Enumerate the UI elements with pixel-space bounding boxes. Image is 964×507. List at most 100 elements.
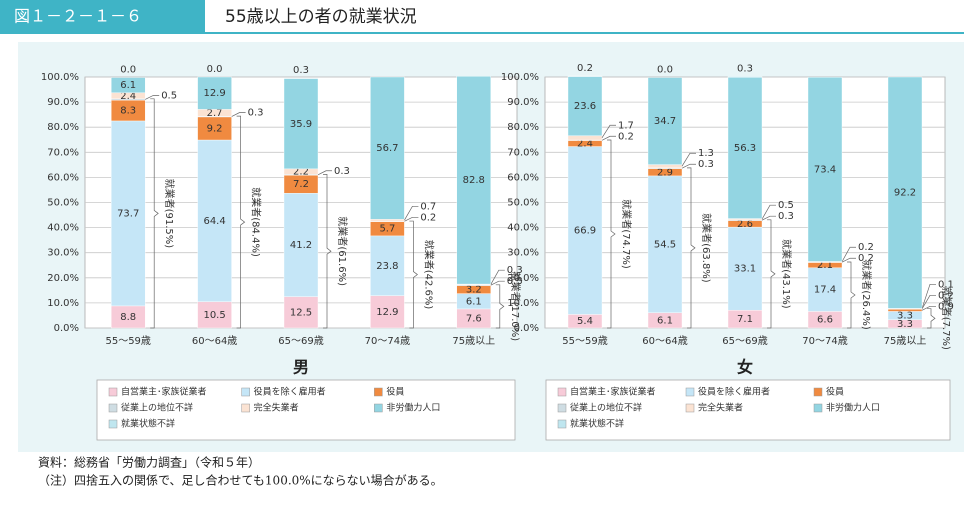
bracket-label: 就業者(42.6%) xyxy=(422,240,435,310)
bracket xyxy=(847,261,856,329)
value-label: 0.2 xyxy=(858,253,874,264)
value-label: 6.1 xyxy=(120,80,136,91)
y-tick-label: 10.0% xyxy=(47,298,79,309)
y-tick-label: 40.0% xyxy=(507,223,539,234)
y-tick-label: 0.0% xyxy=(514,323,539,334)
legend-label: 従業上の地位不詳 xyxy=(570,402,642,414)
value-label: 0.5 xyxy=(161,90,177,101)
legend-label: 役員を除く雇用者 xyxy=(698,386,770,398)
bar-segment xyxy=(567,146,603,315)
y-tick-label: 70.0% xyxy=(507,147,539,158)
legend-swatch xyxy=(108,403,118,413)
value-label: 8.8 xyxy=(120,312,136,323)
value-label: 0.3 xyxy=(507,265,523,276)
bracket-label: 就業者(91.5%) xyxy=(163,179,176,249)
chart-title: 女 xyxy=(737,358,753,377)
value-label: 0.2 xyxy=(618,131,634,142)
bracket-label: 就業者(84.4%) xyxy=(250,187,263,257)
y-tick-label: 20.0% xyxy=(47,273,79,284)
y-tick-label: 70.0% xyxy=(47,147,79,158)
bar-segment xyxy=(283,78,319,170)
legend-label: 役員 xyxy=(826,386,844,398)
x-tick-label: 55～59歳 xyxy=(562,335,607,347)
legend-box xyxy=(545,379,951,441)
value-label: 0.3 xyxy=(293,65,309,76)
value-label: 0.2 xyxy=(858,242,874,253)
y-tick-label: 0.0% xyxy=(54,323,79,334)
legend-swatch xyxy=(108,387,118,397)
value-label: 2.6 xyxy=(737,219,753,230)
legend-swatch xyxy=(685,387,695,397)
x-tick-label: 65～69歳 xyxy=(722,335,767,347)
value-label: 12.9 xyxy=(203,88,225,99)
y-tick-label: 30.0% xyxy=(507,248,539,259)
bar-segment xyxy=(647,175,683,313)
bar-segment xyxy=(567,76,603,136)
bar-segment xyxy=(807,267,843,312)
bar-segment xyxy=(887,308,923,312)
leader-line xyxy=(681,163,696,169)
legend-label: 役員を除く雇用者 xyxy=(254,386,326,398)
bar-segment xyxy=(370,235,405,296)
y-tick-label: 60.0% xyxy=(47,172,79,183)
leader-line xyxy=(841,246,856,262)
bar-segment xyxy=(197,139,232,302)
legend-box xyxy=(96,379,516,441)
bracket-label: 就業者(7.7%) xyxy=(940,287,953,350)
value-label: 0.3 xyxy=(248,108,264,119)
value-label: 82.8 xyxy=(463,175,485,186)
value-label: 6.1 xyxy=(657,315,673,326)
value-label: 9.2 xyxy=(207,123,223,134)
legend-swatch xyxy=(374,403,383,413)
x-tick-label: 60～64歳 xyxy=(642,335,687,347)
legend-label: 就業状態不詳 xyxy=(121,418,175,430)
value-label: 7.6 xyxy=(466,313,482,324)
bar-segment xyxy=(647,164,683,169)
legend-label: 完全失業者 xyxy=(698,402,743,414)
legend-label: 自営業主･家族従業者 xyxy=(121,386,207,398)
bar-segment xyxy=(283,193,319,297)
value-label: 2.9 xyxy=(657,167,673,178)
legend-swatch xyxy=(813,403,823,413)
legend-label: 非労働力人口 xyxy=(826,402,880,414)
value-label: 1.3 xyxy=(698,148,714,159)
bracket xyxy=(927,308,936,329)
value-label: 10.5 xyxy=(203,310,225,321)
x-tick-label: 70～74歳 xyxy=(365,335,410,347)
bar-segment xyxy=(197,76,232,110)
value-label: 5.7 xyxy=(379,224,395,235)
bracket-label: 就業者(74.7%) xyxy=(620,199,633,269)
leader-line xyxy=(681,152,696,167)
leader-line xyxy=(761,204,776,220)
value-label: 0.9 xyxy=(938,301,954,312)
value-label: 0.1 xyxy=(938,279,954,290)
value-label: 6.6 xyxy=(817,315,833,326)
bar-segment xyxy=(110,77,146,94)
value-label: 54.5 xyxy=(654,239,676,250)
legend-label: 自営業主･家族従業者 xyxy=(570,386,656,398)
leader-line xyxy=(601,124,616,139)
value-label: 56.7 xyxy=(376,143,398,154)
leader-line xyxy=(921,283,936,309)
chart-title: 男 xyxy=(293,358,309,377)
legend-swatch xyxy=(557,403,567,413)
bar-segment xyxy=(370,219,405,222)
legend-label: 非労働力人口 xyxy=(386,402,440,414)
value-label: 0.2 xyxy=(938,290,954,301)
value-label: 64.4 xyxy=(203,216,225,227)
value-label: 12.9 xyxy=(376,307,398,318)
value-label: 35.9 xyxy=(290,119,312,130)
y-tick-label: 30.0% xyxy=(47,248,79,259)
bar-segment xyxy=(283,296,319,329)
bracket-label: 就業者(26.4%) xyxy=(860,260,873,330)
leader-line xyxy=(490,269,505,285)
y-tick-label: 80.0% xyxy=(507,122,539,133)
bracket xyxy=(236,115,246,329)
x-tick-label: 75歳以上 xyxy=(452,335,495,347)
value-label: 2.2 xyxy=(293,167,309,178)
legend-label: 従業上の地位不詳 xyxy=(121,402,193,414)
y-tick-label: 10.0% xyxy=(507,298,539,309)
bar-segment xyxy=(370,76,405,220)
value-label: 2.1 xyxy=(817,260,833,271)
